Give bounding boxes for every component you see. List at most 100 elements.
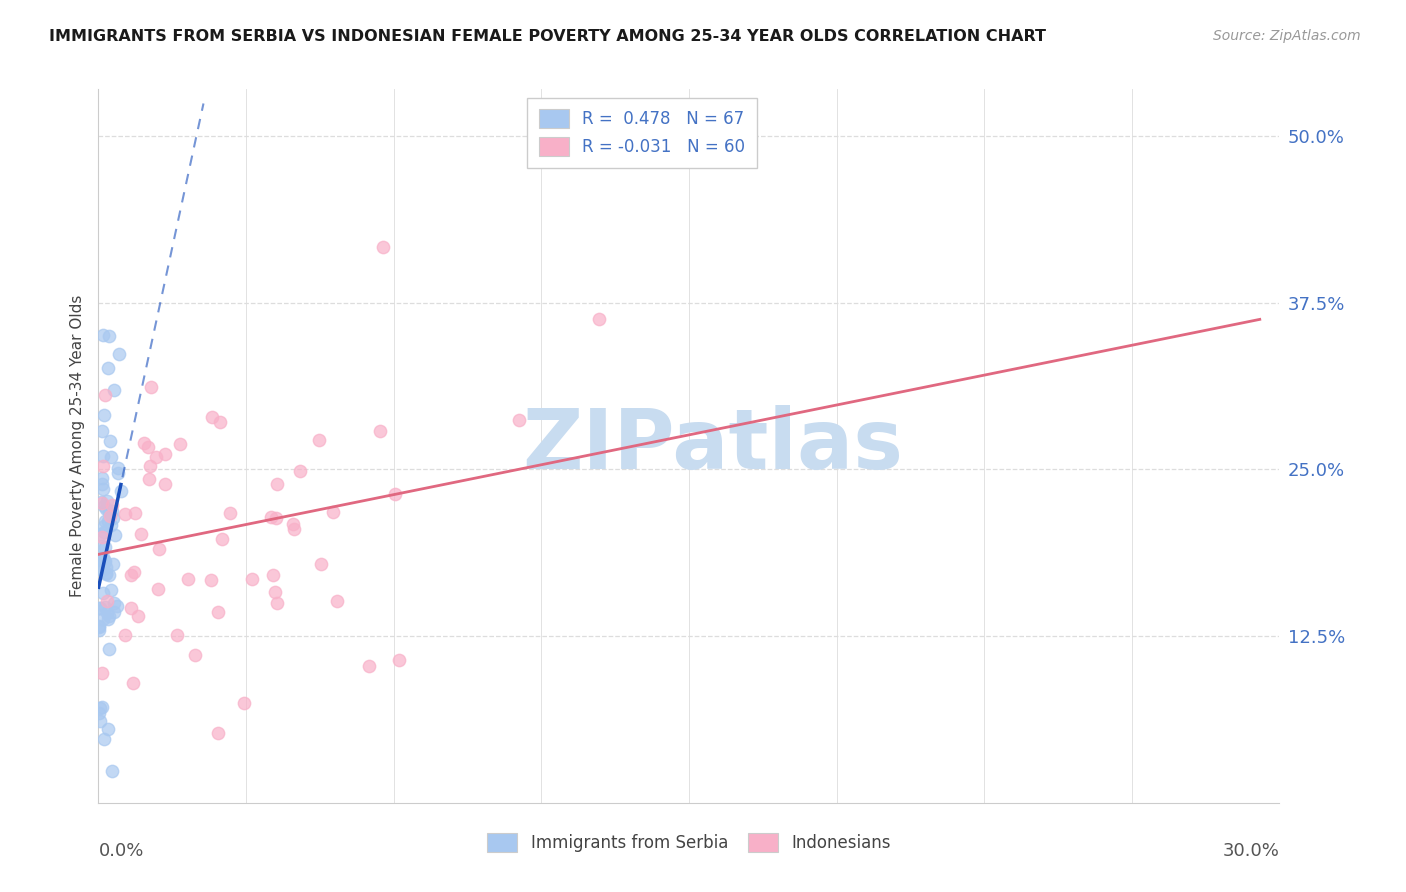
Point [101, 557, 124, 571]
Point [101, 764, 124, 778]
Point [104, 528, 127, 542]
Point [368, 425, 391, 439]
Point [97, 361, 120, 376]
Point [308, 434, 330, 448]
Point [283, 522, 305, 536]
Point [114, 628, 136, 642]
Point [184, 648, 207, 663]
Point [153, 447, 176, 461]
Point [90, 527, 112, 541]
Point [93, 459, 115, 474]
Point [219, 506, 242, 520]
Point [209, 415, 232, 429]
Point [90, 561, 112, 575]
Point [101, 504, 124, 518]
Point [96, 594, 118, 608]
Point [90, 539, 112, 553]
Point [309, 558, 332, 572]
Point [93, 499, 115, 513]
Point [87, 624, 110, 638]
Point [90, 553, 112, 567]
Point [89, 600, 111, 615]
Point [91, 450, 114, 464]
Point [90, 477, 112, 491]
Point [134, 435, 156, 450]
Point [93, 525, 115, 540]
Point [127, 609, 149, 624]
Point [283, 517, 305, 532]
Point [91, 471, 114, 485]
Point [120, 567, 142, 582]
Text: ZIPatlas: ZIPatlas [522, 406, 903, 486]
Point [96, 606, 118, 620]
Point [97, 642, 120, 657]
Point [93, 408, 115, 422]
Point [93, 555, 115, 569]
Point [146, 582, 169, 596]
Point [107, 466, 129, 480]
Point [87, 706, 110, 720]
Point [201, 409, 224, 424]
Point [259, 510, 281, 524]
Point [89, 701, 111, 715]
Point [91, 563, 114, 577]
Point [207, 605, 229, 619]
Point [107, 461, 129, 475]
Text: 30.0%: 30.0% [1223, 842, 1279, 860]
Point [94, 554, 117, 568]
Point [388, 652, 411, 666]
Text: IMMIGRANTS FROM SERBIA VS INDONESIAN FEMALE POVERTY AMONG 25-34 YEAR OLDS CORREL: IMMIGRANTS FROM SERBIA VS INDONESIAN FEM… [49, 29, 1046, 45]
Point [138, 440, 160, 454]
Point [148, 541, 170, 556]
Legend: Immigrants from Serbia, Indonesians: Immigrants from Serbia, Indonesians [481, 826, 897, 859]
Point [97, 609, 120, 624]
Point [145, 450, 167, 464]
Point [384, 487, 406, 501]
Point [90, 495, 112, 509]
Point [94, 514, 117, 528]
Point [371, 240, 394, 254]
Point [97, 328, 120, 343]
Point [96, 493, 118, 508]
Point [91, 482, 114, 496]
Point [89, 619, 111, 633]
Point [100, 450, 122, 465]
Point [91, 612, 114, 626]
Point [93, 600, 115, 615]
Point [122, 565, 145, 579]
Point [101, 499, 124, 513]
Point [94, 541, 117, 555]
Point [97, 722, 120, 736]
Point [98, 568, 121, 582]
Point [166, 627, 188, 641]
Point [124, 506, 146, 520]
Point [114, 507, 136, 521]
Point [97, 612, 120, 626]
Point [89, 619, 111, 633]
Point [139, 380, 162, 394]
Point [107, 347, 129, 361]
Point [266, 596, 288, 610]
Point [90, 424, 112, 438]
Point [101, 511, 124, 525]
Point [357, 659, 380, 673]
Point [153, 477, 176, 491]
Point [96, 566, 118, 580]
Point [207, 726, 229, 740]
Point [322, 505, 344, 519]
Point [91, 666, 114, 681]
Point [240, 573, 263, 587]
Point [138, 472, 160, 486]
Point [90, 699, 112, 714]
Point [588, 312, 610, 326]
Point [91, 328, 114, 343]
Point [103, 383, 125, 397]
Point [91, 530, 114, 544]
Point [94, 501, 117, 516]
Point [100, 518, 122, 533]
Point [98, 509, 121, 524]
Point [103, 596, 125, 610]
Point [100, 583, 122, 598]
Point [288, 463, 311, 477]
Point [120, 601, 142, 615]
